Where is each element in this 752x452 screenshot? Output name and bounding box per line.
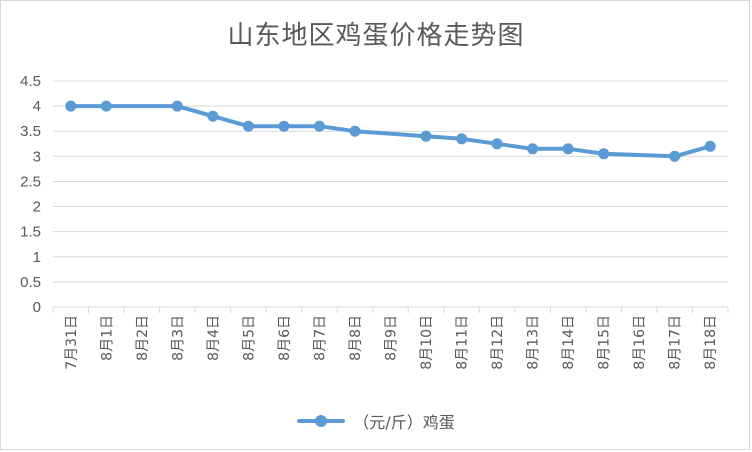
data-point (242, 120, 254, 132)
y-tick-label: 1 (33, 249, 41, 266)
data-point (420, 130, 432, 142)
y-tick-label: 4 (33, 98, 41, 115)
data-point (527, 143, 539, 155)
data-point (704, 140, 716, 152)
x-tick-label: 8月6日 (277, 315, 293, 361)
chart-legend: （元/斤）鸡蛋 (1, 407, 751, 435)
x-tick-label: 8月7日 (312, 315, 328, 361)
data-point (669, 150, 681, 162)
data-point (349, 125, 361, 137)
data-point (598, 148, 610, 160)
x-tick-label: 8月2日 (135, 315, 151, 361)
x-tick-label: 8月11日 (455, 315, 471, 370)
x-tick-label: 8月8日 (348, 315, 364, 361)
data-point (456, 133, 468, 145)
x-tick-label: 8月9日 (384, 315, 400, 361)
y-tick-label: 2 (33, 199, 41, 216)
data-point (562, 143, 574, 155)
y-tick-label: 0.5 (20, 274, 41, 291)
data-point (278, 120, 290, 132)
x-tick-label: 8月5日 (241, 315, 257, 361)
legend-label: （元/斤）鸡蛋 (353, 413, 455, 432)
x-tick-label: 8月3日 (170, 315, 186, 361)
data-point (100, 100, 112, 112)
x-tick-label: 8月12日 (490, 315, 506, 370)
chart-title: 山东地区鸡蛋价格走势图 (227, 21, 525, 51)
data-point (313, 120, 325, 132)
chart-plot-area: 0 0.5 1 1.5 2 2.5 3 3.5 4 4.5 7月31日 8月1日 8月2日 8月3日 8月4… (20, 73, 729, 370)
x-tick-label: 8月1日 (99, 315, 115, 361)
y-tick-label: 4.5 (20, 73, 41, 90)
x-tick-label: 8月18日 (703, 315, 719, 370)
x-tick-label: 8月4日 (206, 315, 222, 361)
x-tick-label: 8月16日 (632, 315, 648, 370)
data-point (171, 100, 183, 112)
y-tick-label: 3 (33, 148, 41, 165)
data-point (491, 138, 503, 150)
x-tick-label: 8月14日 (561, 315, 577, 370)
series-line (68, 104, 713, 159)
x-tick-label: 8月15日 (597, 315, 613, 370)
x-tick-label: 8月13日 (526, 315, 542, 370)
y-tick-label: 3.5 (20, 123, 41, 140)
x-tick-label: 8月10日 (419, 315, 435, 370)
y-tick-label: 0 (33, 299, 41, 316)
x-tick-label: 8月17日 (668, 315, 684, 370)
y-tick-label: 1.5 (20, 224, 41, 241)
y-tick-label: 2.5 (20, 173, 41, 190)
legend-line-marker-icon (297, 411, 346, 431)
x-tick-label: 7月31日 (64, 315, 80, 370)
data-point (207, 110, 219, 122)
data-point (65, 100, 77, 112)
